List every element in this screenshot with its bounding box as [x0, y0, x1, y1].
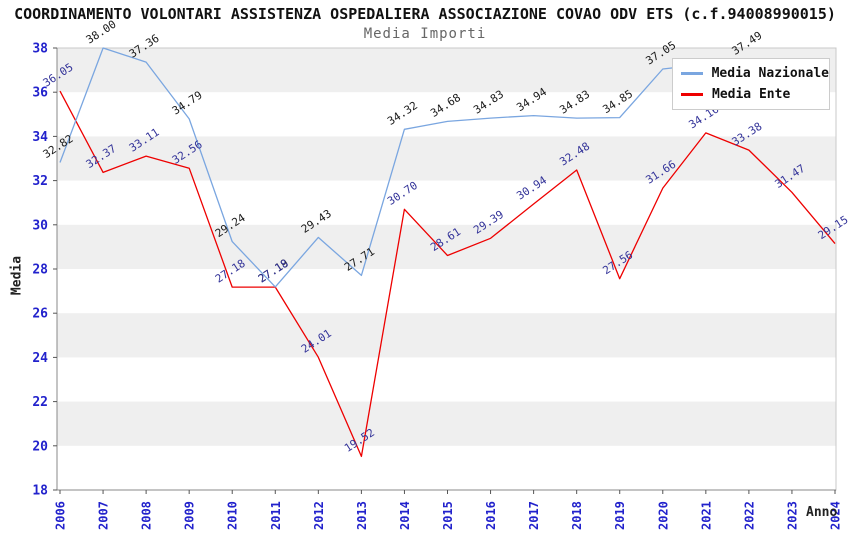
legend-item-media-ente: Media Ente [681, 87, 829, 102]
x-tick-label: 2013 [355, 501, 369, 530]
legend-label-media-nazionale: Media Nazionale [711, 65, 829, 81]
legend-item-media-nazionale: Media Nazionale [681, 66, 829, 81]
y-tick-label: 18 [32, 484, 48, 499]
x-tick-label: 2009 [183, 501, 197, 530]
legend-line-swatch-media-ente [681, 93, 703, 97]
y-tick-label: 32 [32, 174, 48, 189]
x-tick-label: 2022 [742, 501, 756, 530]
y-tick-label: 38 [32, 42, 48, 57]
x-tick-label: 2021 [699, 501, 713, 530]
x-tick-label: 2023 [785, 501, 799, 530]
x-tick-label: 2007 [97, 501, 111, 530]
x-tick-label: 2010 [226, 501, 240, 530]
grid-band [57, 136, 836, 181]
y-tick-label: 30 [32, 218, 48, 233]
legend: Media Nazionale Media Ente [672, 58, 830, 110]
grid-band [57, 401, 836, 446]
y-tick-label: 24 [32, 351, 48, 366]
x-tick-label: 2020 [656, 501, 670, 530]
series-line-media-nazionale [59, 47, 749, 288]
y-tick-label: 26 [32, 307, 48, 322]
y-tick-label: 28 [32, 263, 48, 278]
x-tick-label: 2018 [570, 501, 584, 530]
x-tick-label: 2011 [269, 501, 283, 530]
x-tick-label: 2017 [527, 501, 541, 530]
y-tick-label: 22 [32, 395, 48, 410]
x-tick-label: 2024 [829, 501, 843, 530]
x-tick-label: 2008 [140, 501, 154, 530]
y-tick-label: 36 [32, 86, 48, 101]
y-tick-label: 34 [32, 130, 48, 145]
y-tick-label: 20 [32, 439, 48, 454]
x-tick-label: 2006 [54, 501, 68, 530]
grid-band [57, 313, 836, 358]
x-tick-label: 2019 [613, 501, 627, 530]
legend-label-media-ente: Media Ente [712, 87, 791, 103]
x-tick-label: 2014 [398, 501, 412, 530]
chart-title: COORDINAMENTO VOLONTARI ASSISTENZA OSPED… [14, 5, 836, 23]
y-axis-label: Media [9, 255, 25, 296]
grid-band [57, 224, 836, 269]
series-line-media-ente [59, 90, 836, 458]
x-tick-label: 2015 [441, 501, 455, 530]
legend-line-swatch-media-nazionale [681, 71, 703, 75]
x-tick-label: 2016 [484, 501, 498, 530]
x-axis-label: Anno [806, 505, 838, 520]
x-tick-label: 2012 [312, 501, 326, 530]
chart-subtitle: Media Importi [363, 26, 487, 42]
